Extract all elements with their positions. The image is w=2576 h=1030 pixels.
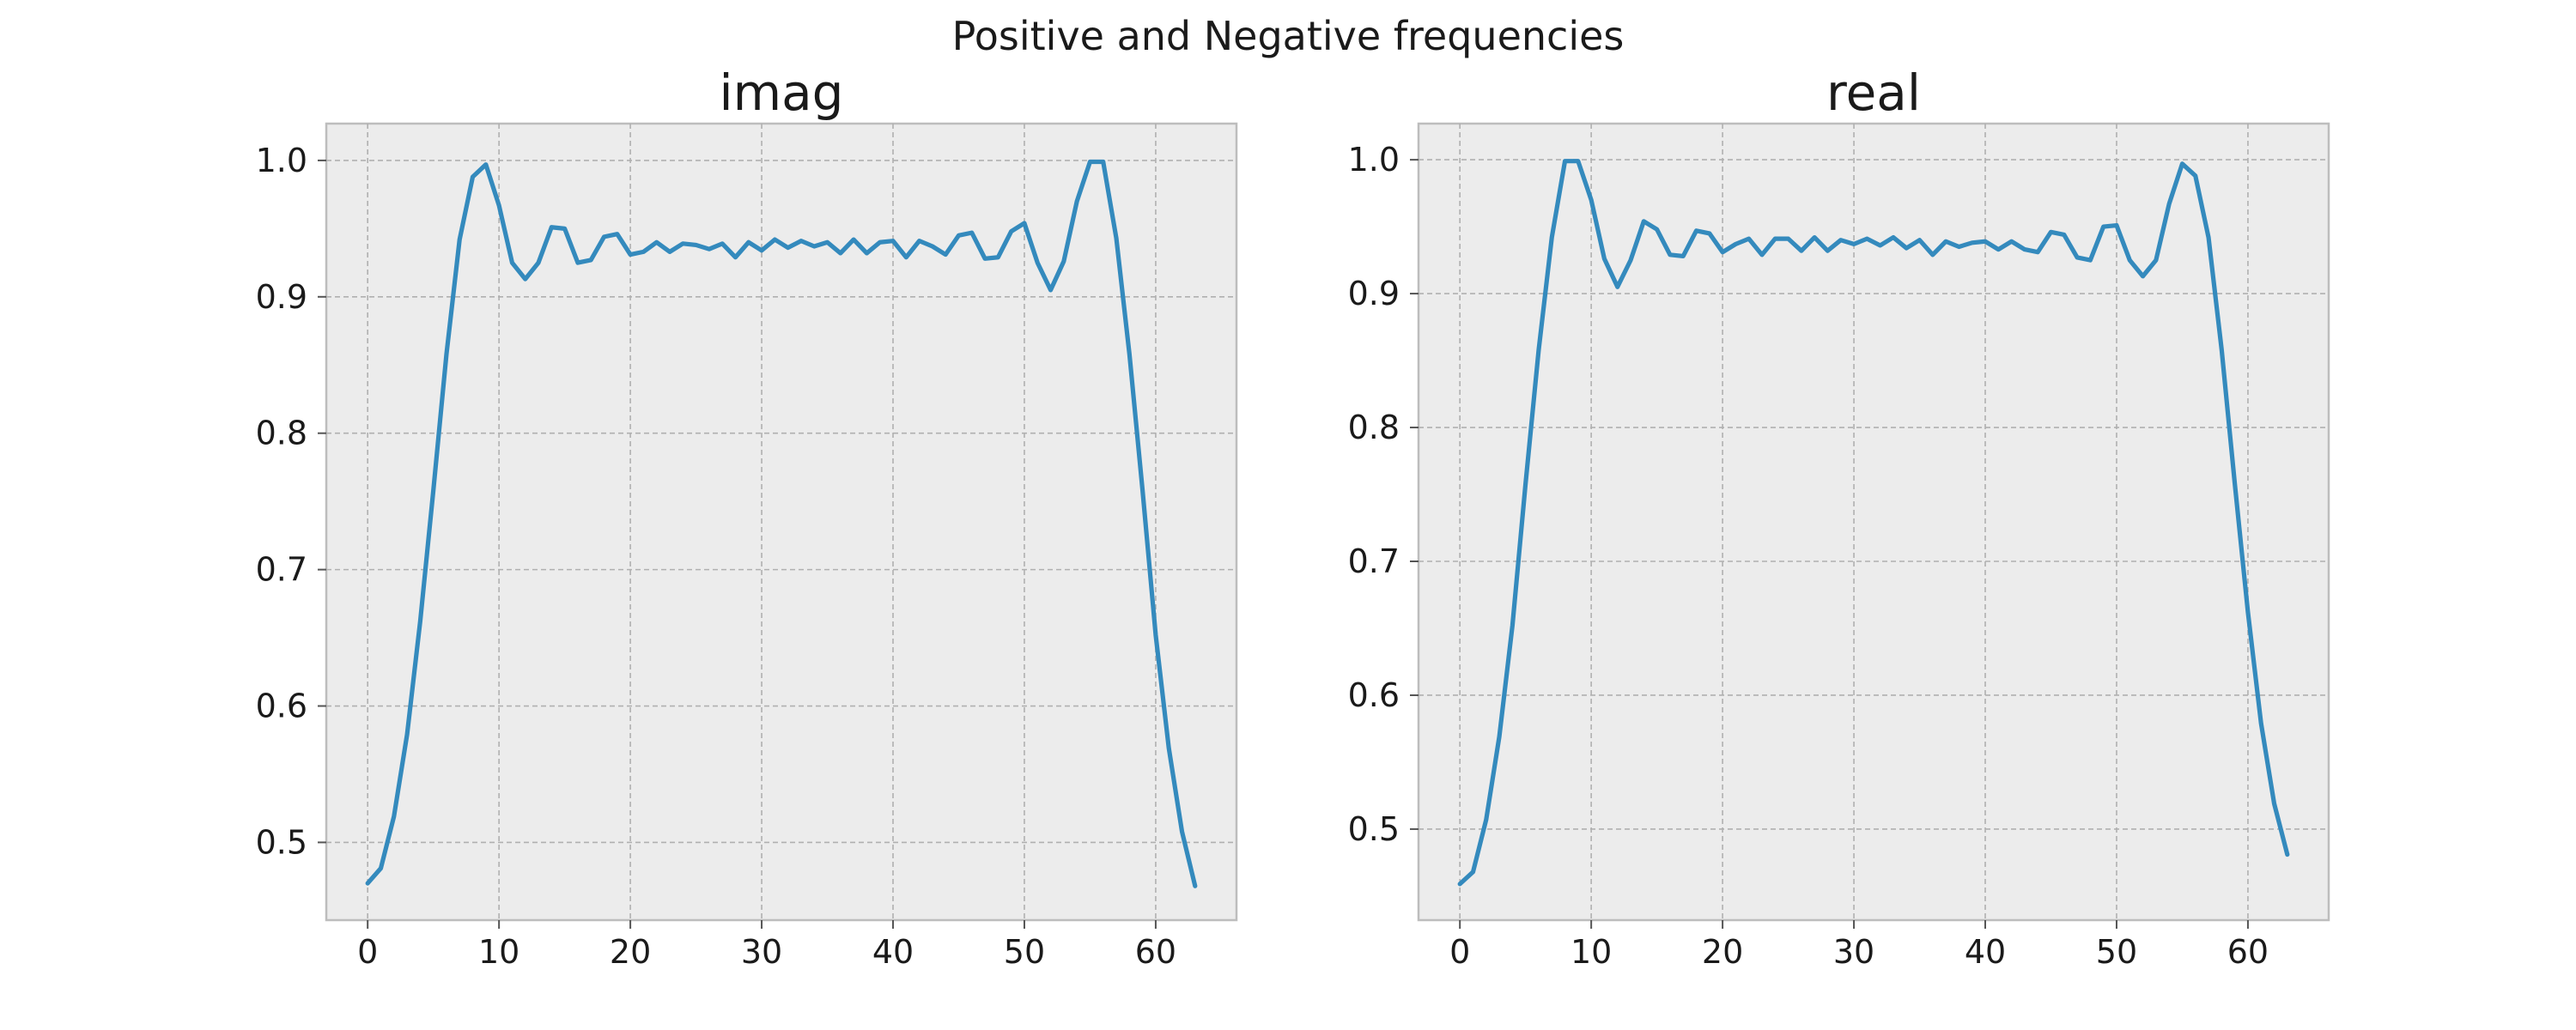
x-tick-label: 0 [357, 933, 378, 971]
y-tick-label: 0.6 [256, 688, 307, 725]
x-tick-label: 20 [610, 933, 651, 971]
panel-title: imag [720, 64, 844, 122]
x-tick-label: 10 [478, 933, 519, 971]
y-tick-label: 0.5 [256, 823, 307, 861]
y-tick-label: 0.7 [1348, 542, 1400, 580]
series-line-0 [365, 159, 1198, 888]
x-tick-label: 40 [1965, 933, 2006, 971]
panel-title: real [1826, 64, 1921, 122]
y-tick-label: 0.9 [1348, 275, 1400, 312]
y-tick-label: 0.8 [1348, 409, 1400, 446]
figure-suptitle: Positive and Negative frequencies [952, 13, 1625, 59]
x-tick-label: 30 [1833, 933, 1874, 971]
plot-area [325, 122, 1238, 922]
x-tick-label: 60 [1135, 933, 1176, 971]
chart-panel-imag: imag 0 10 20 30 40 50 60 0.5 0.6 0.7 0.8 0.9 1.0 [256, 64, 1238, 971]
series-line-0 [1457, 159, 2290, 887]
x-tick-label: 40 [872, 933, 914, 971]
y-tick-label: 0.5 [1348, 810, 1400, 848]
y-tick-label: 0.9 [256, 278, 307, 316]
x-tick-label: 0 [1449, 933, 1470, 971]
x-tick-label: 20 [1702, 933, 1743, 971]
y-tick-label: 1.0 [1348, 141, 1400, 179]
y-tick-label: 0.7 [256, 551, 307, 589]
plot-area [1417, 122, 2330, 922]
x-tick-label: 10 [1571, 933, 1612, 971]
x-tick-label: 50 [1004, 933, 1045, 971]
x-tick-label: 60 [2227, 933, 2269, 971]
y-tick-label: 1.0 [256, 142, 307, 179]
y-tick-label: 0.6 [1348, 676, 1400, 714]
x-tick-label: 30 [741, 933, 782, 971]
x-tick-label: 50 [2096, 933, 2137, 971]
chart-panel-real: real 0 10 20 30 40 50 60 0.5 0.6 0.7 0.8 0.9 1.0 [1348, 64, 2330, 971]
y-tick-label: 0.8 [256, 415, 307, 452]
